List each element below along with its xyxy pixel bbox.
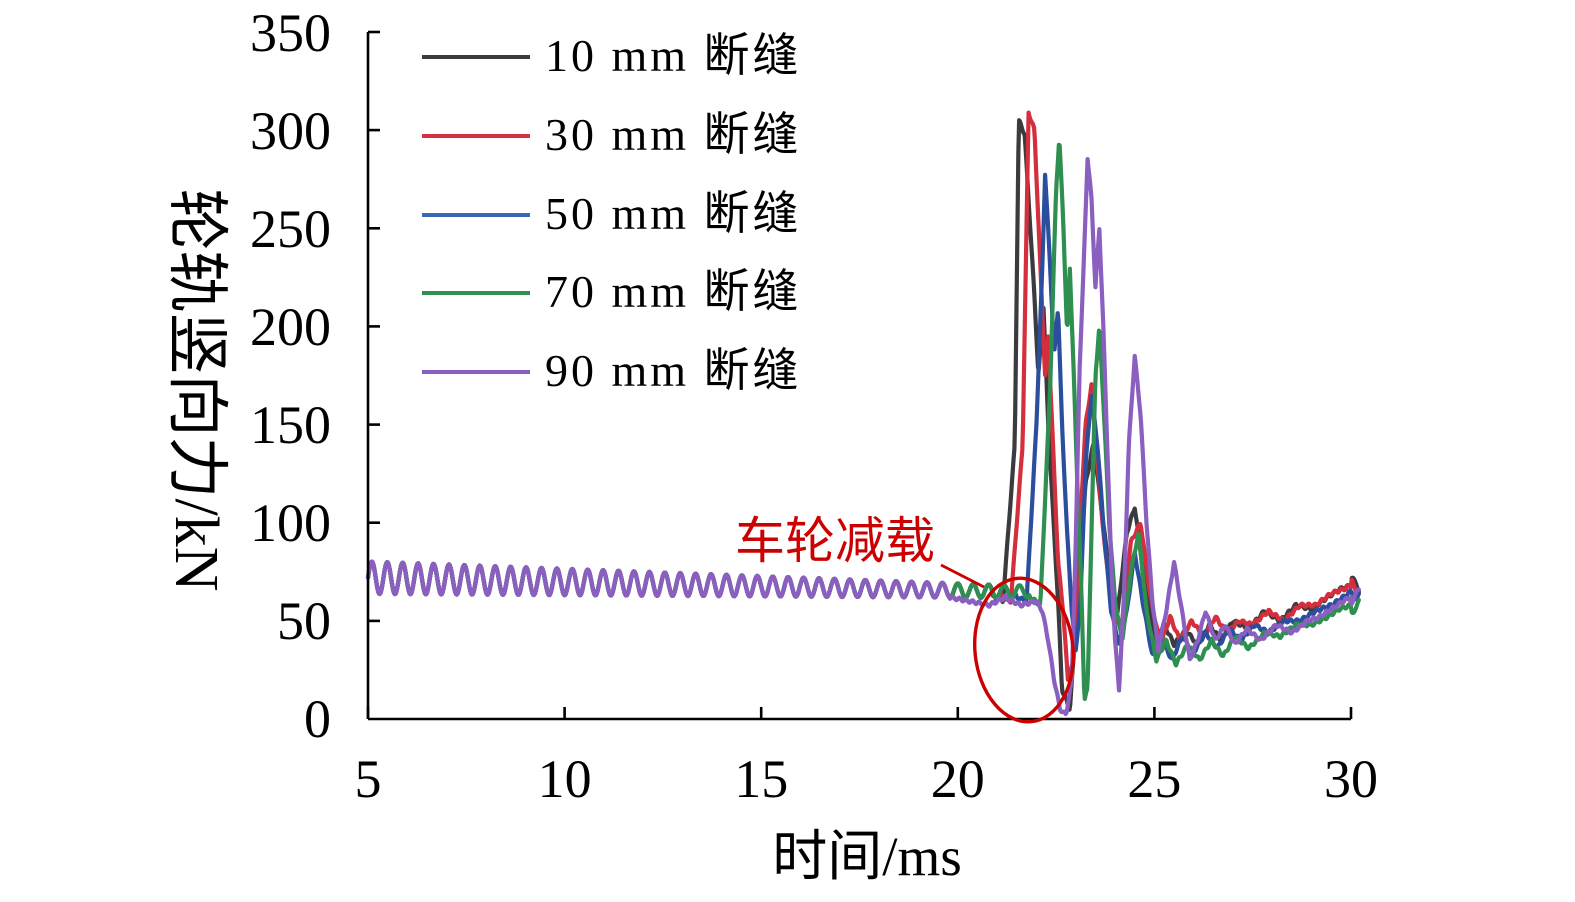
svg-text:200: 200 bbox=[250, 297, 331, 357]
svg-text:时间/ms: 时间/ms bbox=[772, 826, 961, 887]
svg-text:50 mm 断缝: 50 mm 断缝 bbox=[545, 188, 802, 239]
svg-text:70 mm 断缝: 70 mm 断缝 bbox=[545, 266, 802, 317]
svg-text:10 mm 断缝: 10 mm 断缝 bbox=[545, 30, 802, 81]
svg-text:100: 100 bbox=[250, 493, 331, 553]
svg-text:150: 150 bbox=[250, 395, 331, 455]
svg-text:0: 0 bbox=[304, 689, 331, 749]
svg-text:15: 15 bbox=[734, 749, 788, 809]
svg-text:250: 250 bbox=[250, 199, 331, 259]
svg-text:300: 300 bbox=[250, 101, 331, 161]
svg-text:轮轨竖向力/kN: 轮轨竖向力/kN bbox=[162, 188, 230, 591]
svg-text:10: 10 bbox=[538, 749, 592, 809]
svg-text:20: 20 bbox=[931, 749, 985, 809]
svg-text:5: 5 bbox=[355, 749, 382, 809]
svg-text:350: 350 bbox=[250, 3, 331, 63]
svg-text:车轮减载: 车轮减载 bbox=[735, 513, 935, 569]
svg-text:30 mm 断缝: 30 mm 断缝 bbox=[545, 109, 802, 160]
svg-text:25: 25 bbox=[1127, 749, 1181, 809]
svg-text:50: 50 bbox=[277, 591, 331, 651]
svg-text:90 mm 断缝: 90 mm 断缝 bbox=[545, 345, 802, 396]
svg-text:30: 30 bbox=[1324, 749, 1378, 809]
